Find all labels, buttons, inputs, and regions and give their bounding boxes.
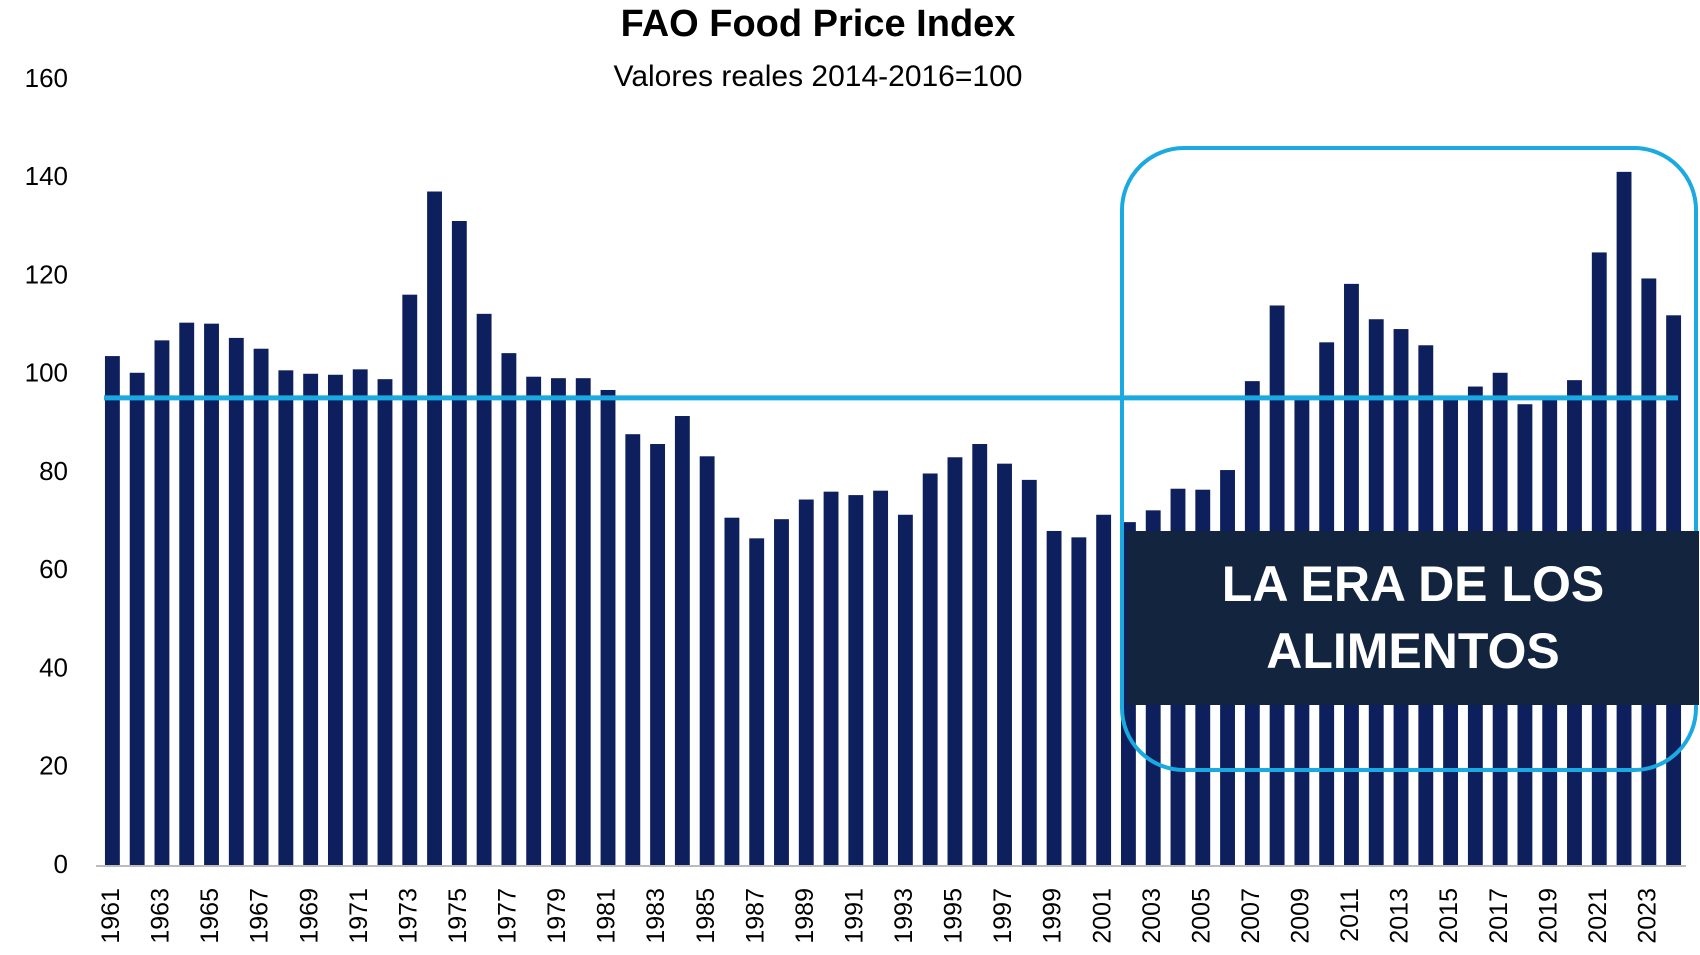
highlight-frame [1120, 146, 1698, 772]
bar [823, 491, 839, 866]
bar [303, 373, 319, 866]
bar [873, 490, 889, 866]
y-tick-label: 20 [39, 751, 68, 781]
x-tick-label: 2003 [1138, 888, 1166, 944]
x-tick-label: 2011 [1336, 888, 1364, 942]
x-tick-label: 1989 [791, 888, 819, 944]
bar [451, 220, 467, 866]
x-tick-label: 1993 [890, 888, 918, 944]
bar [427, 191, 442, 867]
x-tick-label: 1979 [543, 888, 571, 944]
x-tick-label: 1961 [97, 888, 125, 944]
x-tick-label: 2015 [1435, 888, 1463, 944]
x-tick-label: 2001 [1088, 888, 1116, 944]
bar [278, 370, 294, 866]
annotation-box: LA ERA DE LOS ALIMENTOS [1127, 531, 1699, 705]
bar [922, 473, 938, 866]
bar [600, 389, 616, 866]
bar [179, 322, 195, 866]
bar [352, 369, 368, 866]
x-tick-label: 1967 [246, 888, 274, 944]
bar [377, 379, 393, 866]
x-tick-label: 1969 [295, 888, 323, 944]
bar [650, 444, 666, 866]
bar [724, 517, 740, 866]
x-tick-label: 2021 [1584, 888, 1612, 944]
bar [798, 499, 814, 866]
x-tick-label: 2007 [1237, 888, 1265, 944]
x-tick-label: 1999 [1039, 888, 1067, 944]
bar [129, 372, 145, 866]
bar [1071, 537, 1087, 866]
bar [897, 514, 913, 866]
chart-subtitle: Valores reales 2014-2016=100 [614, 60, 1023, 93]
x-tick-label: 1971 [345, 888, 373, 944]
y-tick-label: 140 [25, 161, 68, 191]
x-tick-label: 1995 [940, 888, 968, 944]
x-tick-label: 1975 [444, 888, 472, 944]
bar [551, 378, 566, 866]
x-tick-label: 1965 [196, 888, 224, 944]
y-tick-label: 120 [25, 259, 68, 289]
bar [1096, 514, 1112, 866]
bar [848, 495, 864, 866]
bar [104, 356, 120, 866]
bar [774, 519, 789, 866]
bar [501, 353, 517, 866]
bar [1046, 530, 1062, 866]
x-tick-label: 2019 [1534, 888, 1562, 944]
x-tick-label: 1991 [840, 888, 868, 944]
bar [228, 337, 244, 866]
y-tick-label: 160 [25, 63, 68, 93]
bar [402, 294, 418, 866]
x-tick-label: 1983 [642, 888, 670, 944]
bar [253, 348, 269, 866]
bar [997, 463, 1012, 866]
x-tick-label: 1997 [989, 888, 1017, 944]
bar [749, 538, 765, 866]
bar [972, 444, 988, 866]
x-tick-label: 1985 [692, 888, 720, 944]
bar [476, 313, 492, 867]
y-tick-label: 100 [25, 358, 68, 388]
x-tick-label: 2013 [1386, 888, 1414, 944]
x-tick-label: 1981 [593, 888, 621, 944]
bar [674, 416, 690, 866]
x-tick-label: 1987 [741, 888, 769, 944]
x-tick-label: 2005 [1187, 888, 1215, 944]
y-tick-label: 40 [39, 652, 68, 682]
y-tick-label: 60 [39, 554, 68, 584]
bar [1021, 479, 1037, 866]
bar [327, 374, 343, 866]
y-tick-label: 0 [54, 849, 68, 879]
x-tick-label: 1977 [494, 888, 522, 944]
y-tick-label: 80 [39, 456, 68, 486]
bar [947, 457, 963, 866]
bar [154, 340, 170, 866]
x-tick-label: 1973 [394, 888, 422, 944]
bar [204, 323, 219, 866]
bar [575, 378, 591, 866]
x-tick-label: 2009 [1287, 888, 1315, 944]
bar [625, 434, 641, 866]
bar [526, 376, 542, 866]
bar [699, 456, 715, 866]
annotation: LA ERA DE LOS ALIMENTOS [1221, 555, 1605, 680]
x-tick-label: 2023 [1633, 888, 1661, 944]
x-tick-label: 1963 [147, 888, 175, 944]
chart-title: FAO Food Price Index [621, 3, 1016, 45]
x-tick-label: 2017 [1485, 888, 1513, 944]
bar [1616, 171, 1632, 866]
